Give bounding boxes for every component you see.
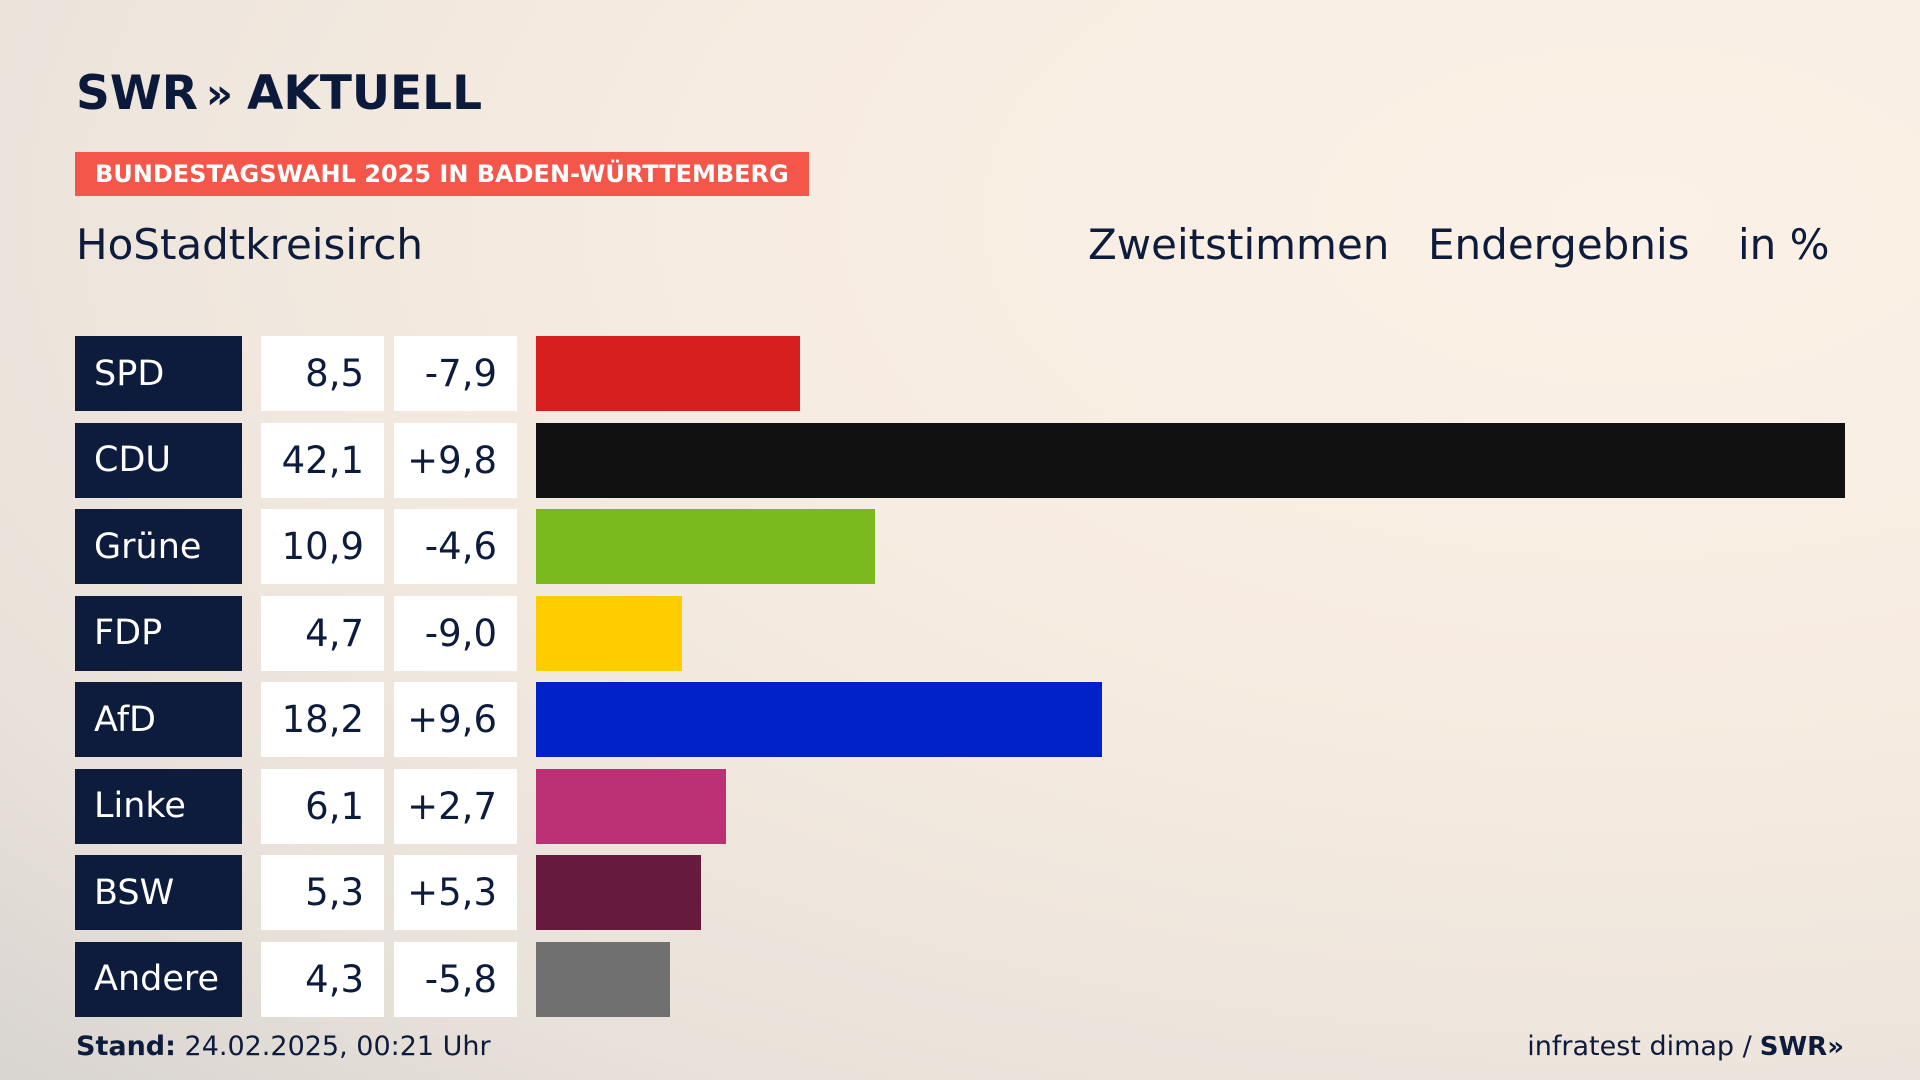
party-label: Andere bbox=[75, 941, 242, 1017]
party-row: FDP 4,7 -9,0 bbox=[0, 595, 1920, 671]
vote-change-label: +5,3 bbox=[394, 855, 517, 930]
vote-share-bar bbox=[536, 422, 1845, 498]
party-row: AfD 18,2 +9,6 bbox=[0, 682, 1920, 757]
party-row: Linke 6,1 +2,7 bbox=[0, 768, 1920, 844]
source-credit: infratest dimap / SWR» bbox=[1527, 1031, 1844, 1062]
party-label: AfD bbox=[75, 682, 242, 757]
party-label: BSW bbox=[75, 855, 242, 930]
vote-share-label: 6,1 bbox=[261, 768, 384, 844]
region-title: HoStadtkreisirch bbox=[76, 220, 424, 269]
party-row: BSW 5,3 +5,3 bbox=[0, 855, 1920, 930]
unit-label: in % bbox=[1738, 220, 1830, 269]
party-row: Andere 4,3 -5,8 bbox=[0, 941, 1920, 1017]
stand-value: 24.02.2025, 00:21 Uhr bbox=[184, 1031, 491, 1062]
vote-change-label: +9,8 bbox=[394, 422, 517, 498]
vote-share-bar bbox=[536, 941, 670, 1017]
logo-aktuell: AKTUELL bbox=[247, 66, 483, 121]
timestamp: Stand: 24.02.2025, 00:21 Uhr bbox=[76, 1031, 491, 1062]
vote-share-bar bbox=[536, 768, 726, 844]
chevrons-icon: » bbox=[205, 69, 233, 118]
status-label: Endergebnis bbox=[1428, 220, 1690, 269]
vote-change-label: -4,6 bbox=[394, 509, 517, 584]
party-label: Linke bbox=[75, 768, 242, 844]
vote-share-label: 18,2 bbox=[261, 682, 384, 757]
vote-type-label: Zweitstimmen bbox=[1088, 220, 1390, 269]
vote-change-label: -9,0 bbox=[394, 595, 517, 671]
vote-change-label: -7,9 bbox=[394, 336, 517, 411]
vote-share-bar bbox=[536, 595, 682, 671]
vote-share-bar bbox=[536, 855, 701, 930]
party-row: Grüne 10,9 -4,6 bbox=[0, 509, 1920, 584]
swr-aktuell-logo: SWR » AKTUELL bbox=[76, 66, 482, 121]
swr-small-logo: SWR» bbox=[1759, 1031, 1844, 1062]
vote-share-bar bbox=[536, 682, 1102, 757]
party-row: CDU 42,1 +9,8 bbox=[0, 422, 1920, 498]
vote-share-label: 42,1 bbox=[261, 422, 384, 498]
vote-share-bar bbox=[536, 336, 800, 411]
party-label: FDP bbox=[75, 595, 242, 671]
vote-change-label: +2,7 bbox=[394, 768, 517, 844]
logo-swr: SWR bbox=[76, 66, 198, 121]
vote-share-label: 8,5 bbox=[261, 336, 384, 411]
vote-share-bar bbox=[536, 509, 875, 584]
election-banner: BUNDESTAGSWAHL 2025 IN BADEN-WÜRTTEMBERG bbox=[75, 152, 809, 196]
vote-change-label: +9,6 bbox=[394, 682, 517, 757]
party-label: CDU bbox=[75, 422, 242, 498]
party-label: Grüne bbox=[75, 509, 242, 584]
vote-share-label: 4,7 bbox=[261, 595, 384, 671]
party-label: SPD bbox=[75, 336, 242, 411]
vote-share-label: 5,3 bbox=[261, 855, 384, 930]
party-row: SPD 8,5 -7,9 bbox=[0, 336, 1920, 411]
stand-label: Stand: bbox=[76, 1031, 176, 1062]
vote-share-label: 4,3 bbox=[261, 941, 384, 1017]
source-text: infratest dimap / bbox=[1527, 1031, 1752, 1062]
vote-change-label: -5,8 bbox=[394, 941, 517, 1017]
vote-share-label: 10,9 bbox=[261, 509, 384, 584]
